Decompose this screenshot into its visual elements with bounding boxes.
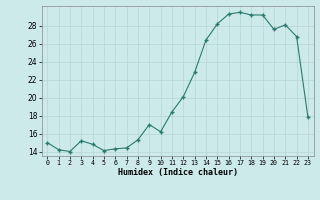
X-axis label: Humidex (Indice chaleur): Humidex (Indice chaleur)	[118, 168, 237, 177]
